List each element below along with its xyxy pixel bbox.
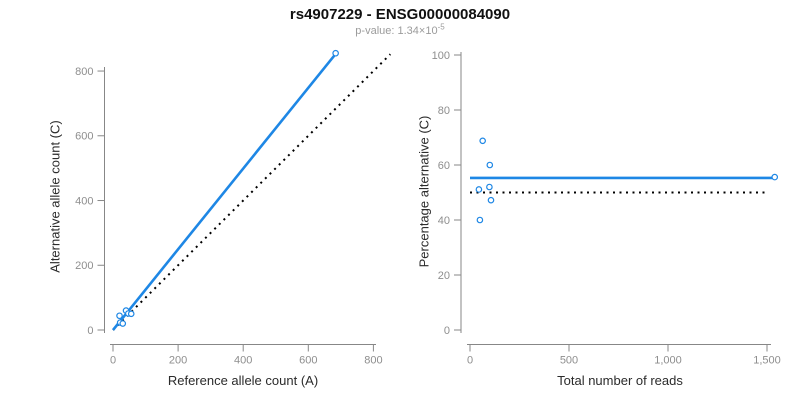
left-fit-line bbox=[111, 51, 338, 331]
right-data-point bbox=[486, 161, 494, 169]
right-y-tick-label: 40 bbox=[438, 215, 450, 227]
right-data-point bbox=[771, 173, 779, 181]
left-y-tick-label: 800 bbox=[75, 66, 93, 78]
right-xaxis-label: Total number of reads bbox=[557, 373, 683, 388]
left-data-point bbox=[332, 49, 339, 57]
left-y-tick-label: 400 bbox=[75, 195, 93, 207]
right-y-tick-label: 20 bbox=[438, 270, 450, 282]
left-data-point bbox=[127, 310, 135, 318]
right-x-tick-label: 1,500 bbox=[753, 355, 781, 367]
left-data-point bbox=[116, 312, 123, 320]
left-y-tick-label: 200 bbox=[75, 260, 93, 272]
left-x-tick-label: 800 bbox=[364, 355, 382, 367]
right-data-point bbox=[479, 137, 486, 145]
right-data-point bbox=[486, 183, 493, 191]
left-x-tick-label: 0 bbox=[110, 355, 116, 367]
pvalue-exponent: -5 bbox=[437, 22, 445, 32]
chart-title: rs4907229 - ENSG00000084090 bbox=[289, 6, 511, 23]
left-x-tick-label: 400 bbox=[234, 355, 252, 367]
left-y-tick-label: 600 bbox=[75, 131, 93, 143]
right-y-tick-label: 80 bbox=[438, 105, 450, 117]
right-data-point bbox=[475, 186, 483, 193]
left-yaxis-label: Alternative allele count (C) bbox=[47, 120, 63, 273]
right-x-tick-label: 0 bbox=[467, 355, 473, 367]
right-data-point bbox=[487, 196, 495, 204]
right-y-tick-label: 0 bbox=[444, 325, 450, 337]
right-y-tick-label: 60 bbox=[438, 160, 450, 172]
right-y-tick-label: 100 bbox=[432, 50, 450, 62]
right-yaxis-label: Percentage alternative (C) bbox=[416, 115, 432, 268]
right-x-tick-label: 500 bbox=[560, 355, 578, 367]
left-x-tick-label: 600 bbox=[299, 355, 317, 367]
right-data-point bbox=[476, 216, 484, 224]
chart-subtitle: p-value: 1.34×10-5 bbox=[0, 22, 800, 37]
left-y-tick-label: 0 bbox=[87, 325, 93, 337]
left-identity-line bbox=[112, 53, 392, 331]
right-x-tick-label: 1,000 bbox=[654, 355, 682, 367]
left-xaxis-label: Reference allele count (A) bbox=[167, 373, 319, 388]
pvalue-text: p-value: 1.34×10 bbox=[355, 25, 438, 37]
left-x-tick-label: 200 bbox=[169, 355, 187, 367]
left-data-point bbox=[119, 320, 127, 327]
